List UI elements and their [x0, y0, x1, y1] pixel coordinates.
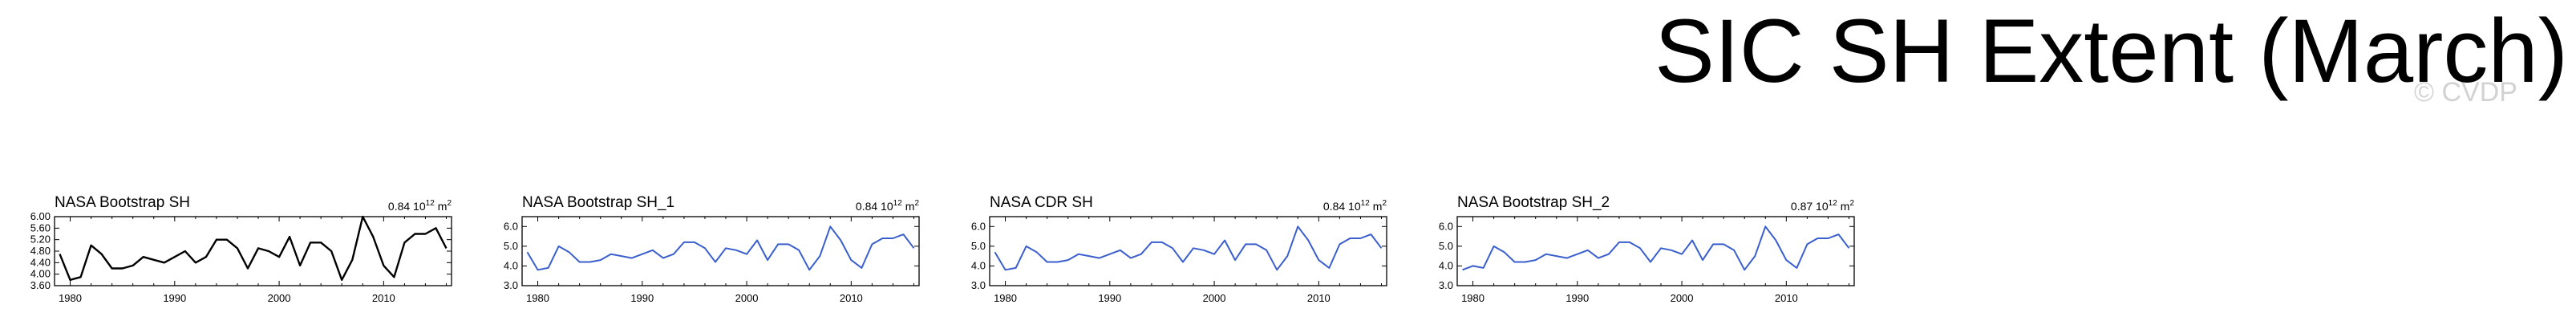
- value-label-exponent: 12: [426, 199, 435, 208]
- x-tick-label: 2010: [1307, 292, 1331, 304]
- y-tick-label: 3.0: [504, 279, 518, 291]
- y-tick-label: 4.0: [971, 259, 986, 271]
- y-tick-label: 4.80: [30, 245, 51, 257]
- x-tick-label: 2010: [1775, 292, 1798, 304]
- chart-value-label: 0.84 1012 m2: [1323, 199, 1387, 213]
- y-tick-label: 5.0: [504, 240, 518, 252]
- chart-title: NASA Bootstrap SH_2: [1457, 194, 1610, 211]
- chart-value-label: 0.84 1012 m2: [388, 199, 452, 213]
- chart-panel-1: NASA Bootstrap SH 0.84 1012 m2 6.005.605.20…: [30, 194, 452, 304]
- y-tick-label: 6.0: [504, 220, 518, 232]
- y-tick-label: 3.0: [1439, 279, 1453, 291]
- series-line: [59, 215, 448, 281]
- watermark: © CVDP: [2414, 77, 2517, 108]
- plot-frame: [989, 216, 1387, 286]
- series-line: [1462, 225, 1850, 271]
- y-tick-label: 6.0: [1439, 220, 1453, 232]
- series-line: [994, 225, 1383, 271]
- value-label-unit: m: [1841, 200, 1850, 213]
- value-label-base: 0.84 10: [388, 200, 426, 213]
- value-label-exponent: 12: [1361, 199, 1371, 208]
- chart-value-label: 0.84 1012 m2: [856, 199, 920, 213]
- chart-title: NASA CDR SH: [990, 194, 1093, 211]
- x-tick-label: 1990: [630, 292, 654, 304]
- x-tick-label: 1980: [1461, 292, 1484, 304]
- value-label-base: 0.84 10: [1323, 200, 1361, 213]
- plot-frame: [521, 216, 920, 286]
- y-tick-label: 3.60: [30, 279, 51, 291]
- y-tick-label: 4.0: [504, 259, 518, 271]
- value-label-base: 0.84 10: [856, 200, 893, 213]
- value-label-exponent: 12: [1829, 199, 1838, 208]
- x-tick-label: 2000: [268, 292, 291, 304]
- value-label-unit-exponent: 2: [914, 199, 919, 208]
- x-tick-label: 1990: [1565, 292, 1589, 304]
- chart-title: NASA Bootstrap SH: [55, 194, 190, 211]
- x-tick-label: 1980: [526, 292, 549, 304]
- value-label-unit: m: [905, 200, 915, 213]
- plot-frame: [1456, 216, 1855, 286]
- y-tick-label: 3.0: [971, 279, 986, 291]
- x-tick-label: 1990: [163, 292, 186, 304]
- y-tick-label: 5.60: [30, 221, 51, 234]
- y-tick-label: 5.0: [971, 240, 986, 252]
- y-tick-label: 5.0: [1439, 240, 1453, 252]
- value-label-exponent: 12: [893, 199, 903, 208]
- x-tick-label: 1990: [1098, 292, 1121, 304]
- chart-value-label: 0.87 1012 m2: [1791, 199, 1855, 213]
- y-tick-label: 4.40: [30, 256, 51, 268]
- value-label-unit-exponent: 2: [1382, 199, 1387, 208]
- x-tick-label: 2010: [372, 292, 395, 304]
- x-tick-label: 2010: [840, 292, 863, 304]
- value-label-unit-exponent: 2: [1849, 199, 1854, 208]
- value-label-unit-exponent: 2: [447, 199, 452, 208]
- value-label-base: 0.87 10: [1791, 200, 1829, 213]
- x-tick-label: 2000: [1671, 292, 1694, 304]
- chart-panel-3: NASA CDR SH 0.84 1012 m2 6.0 5.0 4.0 3.0 1980 19…: [971, 194, 1387, 304]
- value-label-unit: m: [438, 200, 448, 213]
- value-label-unit: m: [1373, 200, 1383, 213]
- chart-panel-2: NASA Bootstrap SH_1 0.84 1012 m2 6.0 5.0 4.0 3…: [504, 194, 920, 304]
- x-tick-label: 1980: [994, 292, 1017, 304]
- y-tick-label: 5.20: [30, 234, 51, 246]
- chart-title: NASA Bootstrap SH_1: [522, 194, 674, 211]
- y-tick-label: 6.0: [971, 220, 986, 232]
- chart-panel-4: NASA Bootstrap SH_2 0.87 1012 m2 6.0 5.0 4.0 3…: [1439, 194, 1855, 304]
- page-title: SIC SH Extent (March): [1655, 1, 2568, 101]
- x-tick-label: 2000: [735, 292, 759, 304]
- y-tick-label: 4.00: [30, 268, 51, 280]
- y-tick-label: 4.0: [1439, 259, 1453, 271]
- y-tick-label: 6.00: [30, 210, 51, 222]
- x-tick-label: 2000: [1203, 292, 1226, 304]
- x-tick-label: 1980: [59, 292, 82, 304]
- series-line: [526, 225, 915, 271]
